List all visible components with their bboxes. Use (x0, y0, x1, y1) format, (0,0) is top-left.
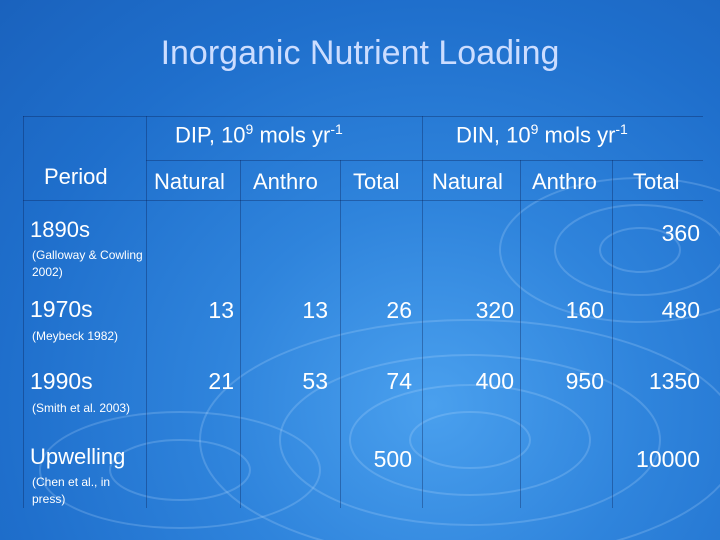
col-header-din-total: Total (633, 169, 680, 194)
dip-group-header: DIP, 109 mols yr-1 (175, 121, 343, 148)
table-divider (340, 160, 341, 508)
col-header-dip-natural: Natural (154, 169, 225, 194)
cell-din-anthro: 950 (565, 368, 604, 394)
table-divider (520, 160, 521, 508)
col-header-din-anthro: Anthro (532, 169, 597, 194)
cell-dip-total: 26 (386, 297, 412, 323)
col-header-dip-total: Total (353, 169, 400, 194)
cell-dip-anthro: 53 (302, 368, 328, 394)
table-row-period: 1890s (30, 217, 90, 242)
cell-din-total: 10000 (636, 446, 700, 472)
table-border-top (23, 116, 703, 117)
table-divider (146, 116, 147, 508)
din-group-header: DIN, 109 mols yr-1 (456, 121, 628, 148)
cell-din-total: 1350 (648, 368, 700, 394)
table-row-period: 1990s (30, 368, 93, 394)
cell-dip-natural: 21 (208, 368, 234, 394)
table-divider (612, 160, 613, 508)
table-row-period: Upwelling (30, 444, 126, 469)
table-divider (240, 160, 241, 508)
cell-dip-total: 500 (373, 446, 412, 472)
cell-din-total: 480 (661, 297, 700, 323)
cell-din-total: 360 (661, 220, 700, 246)
cell-dip-natural: 13 (208, 297, 234, 323)
col-header-din-natural: Natural (432, 169, 503, 194)
table-row-citation: (Smith et al. 2003) (32, 401, 131, 415)
table-divider (422, 116, 423, 508)
cell-din-anthro: 160 (565, 297, 604, 323)
slide-title: Inorganic Nutrient Loading (160, 34, 560, 72)
cell-din-natural: 320 (475, 297, 514, 323)
cell-dip-anthro: 13 (302, 297, 328, 323)
period-header: Period (44, 164, 108, 189)
table-row-citation: (Meybeck 1982) (32, 329, 119, 343)
table-border-left (23, 116, 24, 508)
table-divider (146, 160, 703, 161)
cell-din-natural: 400 (475, 368, 514, 394)
table-divider (23, 200, 703, 201)
table-row-citation: (Chen et al., in press) (32, 475, 111, 506)
col-header-dip-anthro: Anthro (253, 169, 318, 194)
table-row-period: 1970s (30, 296, 93, 322)
table-row-citation: (Galloway & Cowling 2002) (32, 248, 143, 279)
cell-dip-total: 74 (386, 368, 412, 394)
